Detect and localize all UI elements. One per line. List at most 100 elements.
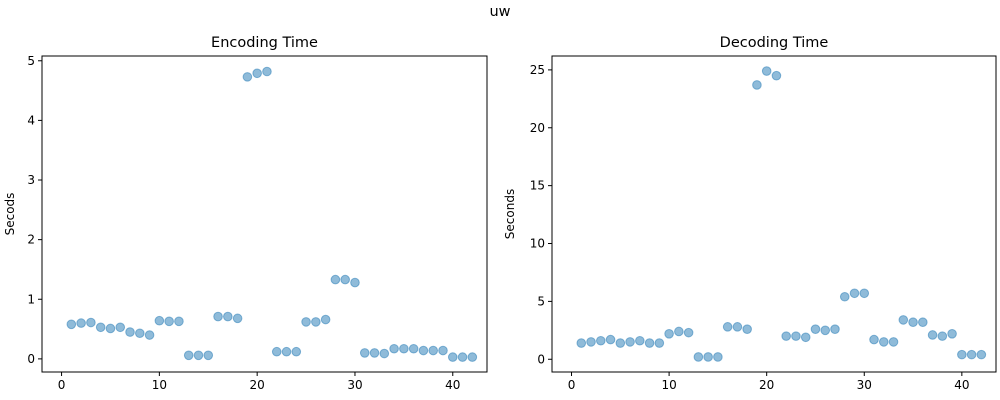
decoding-point	[586, 337, 596, 347]
encoding-point	[144, 330, 155, 340]
encoding-point	[457, 352, 468, 362]
decoding-ytick-label: 5	[537, 294, 545, 308]
encoding-point	[418, 345, 429, 356]
decoding-point	[644, 338, 655, 348]
decoding-point	[693, 352, 704, 362]
encoding-point	[213, 311, 223, 322]
encoding-point	[438, 345, 448, 356]
encoding-point	[223, 311, 233, 322]
decoding-point	[722, 322, 733, 332]
decoding-xtick-label: 30	[857, 378, 872, 392]
decoding-point	[888, 337, 899, 347]
decoding-point	[908, 317, 918, 328]
decoding-point	[664, 329, 674, 339]
encoding-point	[281, 346, 292, 357]
encoding-point	[369, 348, 380, 358]
encoding-point	[135, 328, 145, 339]
decoding-point	[674, 326, 684, 337]
encoding-time-plot: Encoding Time Secods 0 10 20 30 40 0 1 2 3 4 5	[3, 35, 488, 392]
decoding-point	[576, 338, 587, 348]
encoding-point	[66, 319, 77, 330]
decoding-point	[771, 70, 782, 81]
encoding-point	[379, 348, 390, 359]
decoding-point	[781, 331, 791, 341]
encoding-axes-frame	[41, 55, 488, 373]
encoding-point	[301, 317, 311, 327]
decoding-point	[761, 66, 772, 76]
encoding-point	[271, 346, 282, 357]
decoding-point	[752, 80, 762, 90]
encoding-point	[252, 68, 262, 79]
encoding-point	[291, 346, 302, 357]
decoding-ylabel: Seconds	[503, 189, 517, 239]
encoding-point	[242, 72, 253, 82]
encoding-point	[183, 350, 194, 361]
decoding-point	[859, 288, 870, 299]
encoding-ytick-label: 4	[27, 113, 35, 127]
decoding-point	[878, 337, 889, 347]
encoding-xtick-label: 0	[58, 378, 66, 392]
encoding-point	[408, 343, 419, 354]
encoding-point	[115, 322, 126, 333]
encoding-point	[389, 343, 399, 354]
decoding-point	[605, 334, 616, 345]
encoding-point	[359, 348, 370, 358]
encoding-point	[447, 352, 458, 362]
encoding-xtick-label: 20	[250, 378, 265, 392]
decoding-ytick-label: 15	[530, 179, 545, 193]
encoding-ytick-label: 3	[27, 173, 35, 187]
decoding-point	[957, 349, 967, 360]
decoding-point	[742, 324, 752, 334]
encoding-point	[428, 345, 439, 356]
encoding-title: Encoding Time	[211, 35, 318, 51]
encoding-point	[311, 317, 321, 327]
encoding-ytick-label: 0	[27, 352, 35, 366]
decoding-point	[918, 317, 928, 328]
encoding-point	[467, 352, 478, 362]
decoding-point	[947, 329, 957, 339]
decoding-point	[810, 324, 821, 334]
decoding-point	[625, 337, 635, 347]
decoding-ytick-label: 20	[530, 121, 545, 135]
decoding-point	[937, 331, 948, 341]
encoding-point	[86, 317, 96, 328]
decoding-ytick-label: 25	[530, 63, 545, 77]
decoding-point	[703, 352, 713, 362]
decoding-point	[976, 349, 987, 360]
decoding-point	[713, 352, 723, 362]
encoding-point	[340, 274, 350, 285]
decoding-point	[800, 332, 811, 343]
encoding-point	[262, 66, 272, 77]
decoding-title: Decoding Time	[720, 35, 829, 51]
decoding-point	[927, 330, 938, 340]
decoding-axes-frame	[551, 55, 997, 373]
decoding-point	[683, 327, 694, 338]
encoding-point	[193, 350, 204, 361]
encoding-point	[125, 327, 135, 337]
encoding-point	[164, 316, 174, 327]
decoding-point	[830, 324, 840, 334]
decoding-time-plot: Decoding Time Seconds 0 10 20 30 40 0 5 10 15 20 25	[503, 35, 997, 392]
decoding-point	[791, 331, 801, 341]
decoding-xtick-label: 20	[759, 378, 774, 392]
decoding-point	[654, 338, 665, 348]
decoding-xtick-label: 40	[954, 378, 969, 392]
encoding-point	[350, 277, 360, 288]
encoding-point	[105, 323, 116, 334]
decoding-point	[615, 338, 626, 348]
encoding-point	[154, 315, 165, 326]
encoding-point	[76, 318, 86, 328]
encoding-xtick-label: 40	[445, 378, 460, 392]
decoding-ytick-label: 10	[530, 237, 545, 251]
decoding-xtick-label: 0	[568, 378, 576, 392]
encoding-point	[95, 322, 106, 333]
decoding-point	[595, 335, 606, 346]
decoding-point	[839, 291, 850, 302]
encoding-xtick-label: 10	[152, 378, 167, 392]
decoding-point	[869, 334, 879, 345]
decoding-point	[820, 325, 831, 336]
decoding-point	[966, 349, 977, 360]
decoding-point	[849, 288, 860, 299]
encoding-ytick-label: 1	[27, 292, 35, 306]
